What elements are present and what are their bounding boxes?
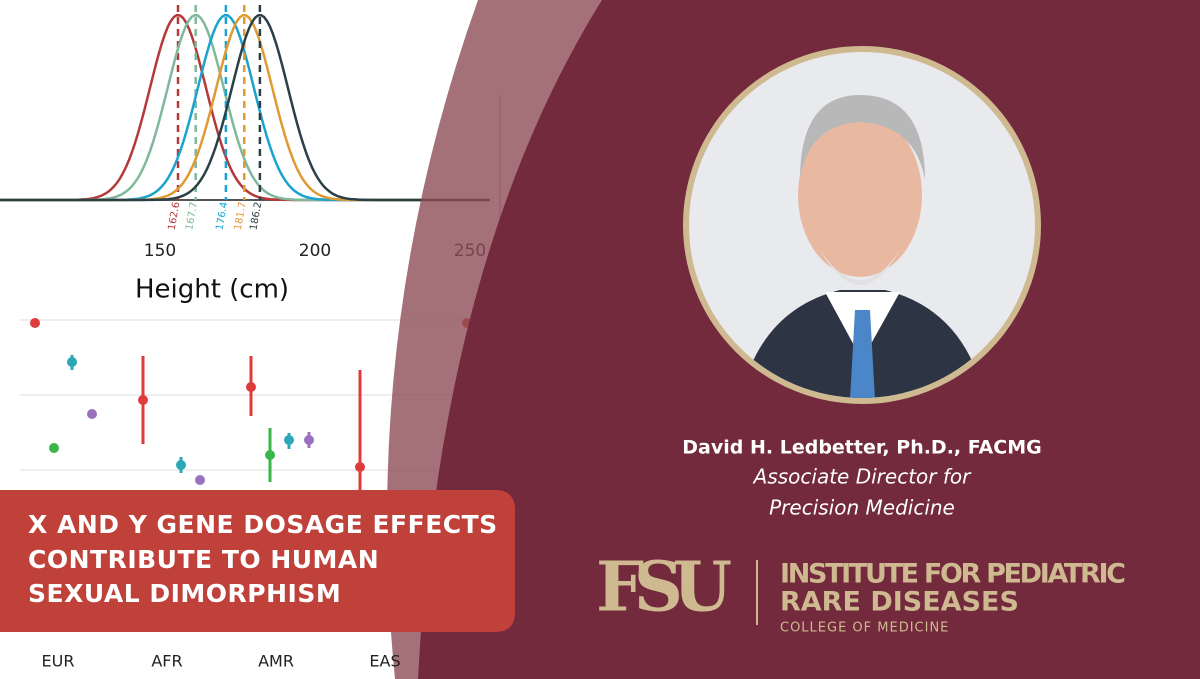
mean-label: 162.6 [167,201,183,231]
logo-mark: FSU [596,548,732,628]
person-title: Precision Medicine [769,496,955,520]
x-axis-label: Height (cm) [135,275,289,305]
mean-label: 176.4 [214,201,230,231]
college: COLLEGE OF MEDICINE [780,621,949,636]
group-label: EAS [369,652,400,671]
group-label: EUR [42,652,75,671]
photo [683,46,1041,404]
group-label: AFR [151,652,182,671]
group-label: AMR [258,652,294,671]
x-tick-label: 200 [299,241,331,261]
mean-label: 167.7 [184,201,200,231]
person-name: David H. Ledbetter, Ph.D., FACMG [682,437,1041,459]
headline-box [0,490,515,632]
person-title: Associate Director for [752,465,972,489]
density-curve [0,13,489,202]
institute: INSTITUTE FOR PEDIATRIC [780,559,1126,590]
headline: X AND Y GENE DOSAGE EFFECTS [28,510,498,539]
mean-label: 186.2 [248,201,264,231]
dot-plot [30,318,472,490]
x-tick-label: 150 [144,241,176,261]
institute: RARE DISEASES [780,587,1019,618]
headline: CONTRIBUTE TO HUMAN [28,545,379,574]
headline: SEXUAL DIMORPHISM [28,579,341,608]
mean-label: 181.7 [233,201,249,231]
